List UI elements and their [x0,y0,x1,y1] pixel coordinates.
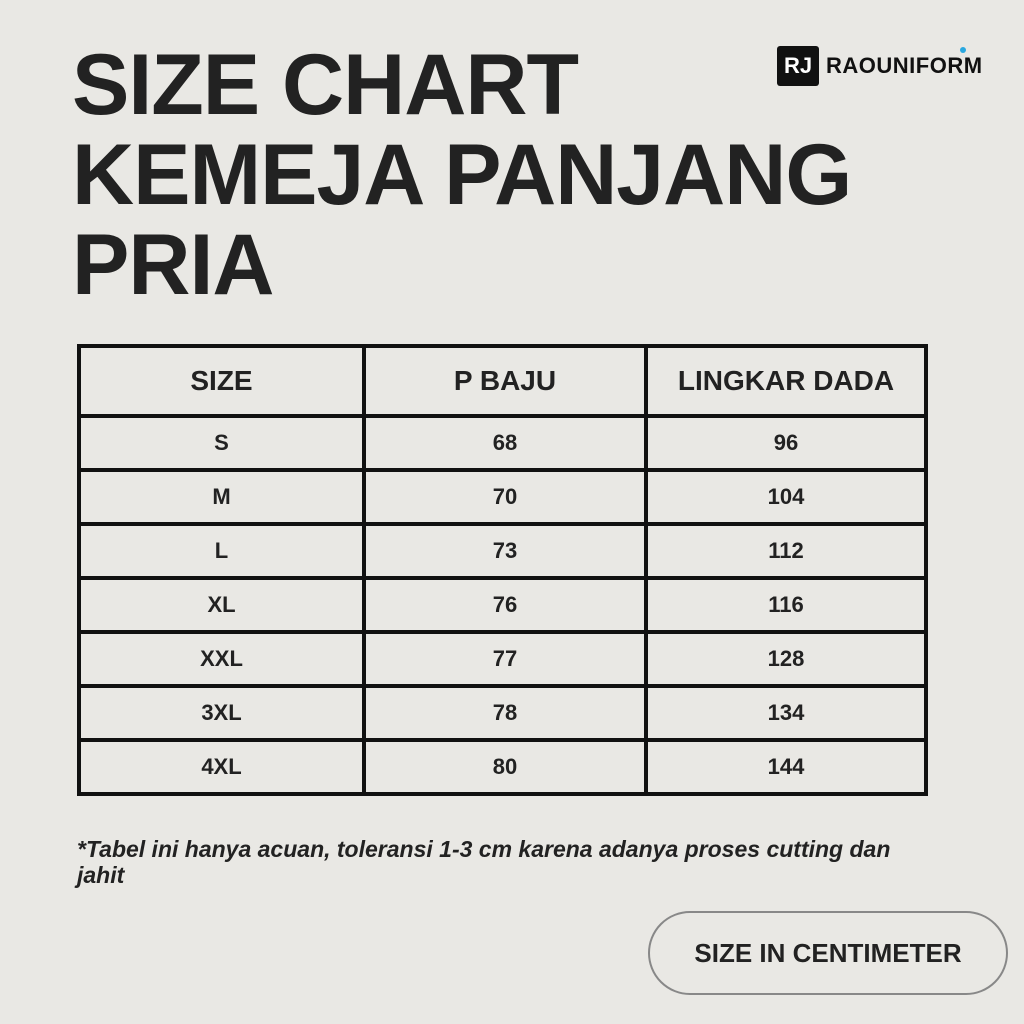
table-cell: 134 [644,684,928,742]
header-size: SIZE [77,344,366,418]
table-cell: 80 [362,738,648,796]
unit-badge: SIZE IN CENTIMETER [648,911,1008,995]
table-row: M 70 104 [77,468,928,526]
page-title: SIZE CHART KEMEJA PANJANG PRIA [72,37,852,313]
table-header-row: SIZE P BAJU LINGKAR DADA [77,344,928,418]
table-row: L 73 112 [77,522,928,580]
table-cell: 4XL [77,738,366,796]
logo-dot-icon [960,47,966,53]
table-cell: 76 [362,576,648,634]
table-row: 4XL 80 144 [77,738,928,796]
table-cell: XL [77,576,366,634]
table-cell: 128 [644,630,928,688]
table-cell: 112 [644,522,928,580]
table-cell: 116 [644,576,928,634]
header-p-baju: P BAJU [362,344,648,418]
table-cell: 144 [644,738,928,796]
table-cell: S [77,414,366,472]
table-cell: 78 [362,684,648,742]
table-row: XXL 77 128 [77,630,928,688]
table-cell: XXL [77,630,366,688]
title-line: PRIA [72,217,274,313]
table-cell: L [77,522,366,580]
table-cell: 3XL [77,684,366,742]
title-line: SIZE CHART [72,37,579,133]
logo-wordmark: RAOUNIFORM [826,53,983,78]
table-cell: 68 [362,414,648,472]
table-cell: 77 [362,630,648,688]
table-cell: 73 [362,522,648,580]
title-line: KEMEJA PANJANG [72,127,852,223]
logo-text: RAOUNIFORM [826,47,983,79]
brand-logo: RJ RAOUNIFORM [777,46,983,86]
table-cell: 70 [362,468,648,526]
table-cell: 104 [644,468,928,526]
logo-mark-icon: RJ [777,46,819,86]
table-row: XL 76 116 [77,576,928,634]
header-lingkar-dada: LINGKAR DADA [644,344,928,418]
table-row: S 68 96 [77,414,928,472]
table-cell: 96 [644,414,928,472]
table-row: 3XL 78 134 [77,684,928,742]
tolerance-note: *Tabel ini hanya acuan, toleransi 1-3 cm… [77,836,891,888]
size-table: SIZE P BAJU LINGKAR DADA S 68 96 M 70 104 L 73 1… [77,344,928,796]
table-cell: M [77,468,366,526]
